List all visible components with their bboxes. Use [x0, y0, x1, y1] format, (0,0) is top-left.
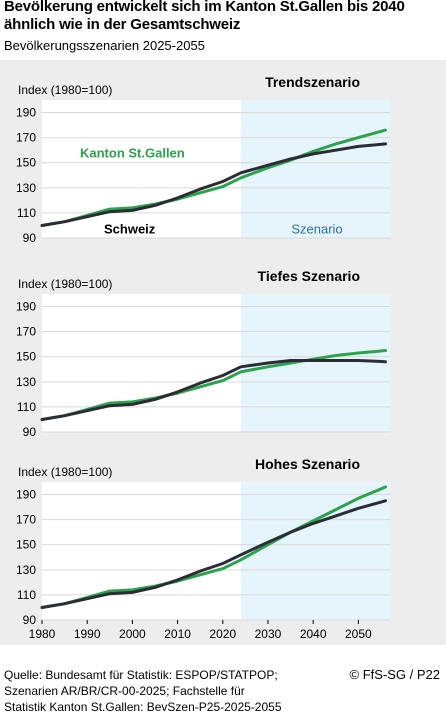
y-tick-label: 130 [16, 375, 36, 389]
y-tick-label: 130 [16, 563, 36, 577]
x-tick-label: 2050 [345, 627, 372, 641]
series-line-schweiz [40, 499, 387, 609]
y-tick-label: 170 [16, 513, 36, 527]
label-szenario: Szenario [291, 222, 342, 237]
y-tick-label: 110 [17, 400, 36, 414]
y-tick-label: 130 [16, 181, 36, 195]
label-kanton-st-gallen: Kanton St.Gallen [80, 146, 185, 161]
series-line-st-gallen [40, 349, 387, 421]
panel-title: Hohes Szenario [255, 456, 360, 472]
x-tick-label: 2000 [119, 627, 146, 641]
scenario-band [240, 482, 390, 620]
panel-title: Trendszenario [265, 74, 360, 90]
y-tick-label: 90 [23, 425, 37, 439]
chart-subtitle: Bevölkerungsszenarien 2025-2055 [4, 38, 205, 53]
chart-svg: 90 110 130 150 170 190 Index (1980=100) Trendsz… [16, 74, 390, 641]
credit-label: © FfS-SG / P22 [349, 667, 441, 682]
x-tick-label: 2030 [255, 627, 282, 641]
y-tick-label: 90 [23, 613, 37, 627]
y-tick-label: 150 [16, 156, 36, 170]
y-tick-label: 190 [16, 488, 36, 502]
x-tick-label: 1990 [74, 627, 101, 641]
chart-area: 90 110 130 150 170 190 Index (1980=100) Trendsz… [0, 60, 446, 645]
y-axis-label: Index (1980=100) [18, 83, 112, 97]
source-line-3: Statistik Kanton St.Gallen: BevSzen-P25-… [4, 700, 282, 714]
series-line-schweiz [40, 142, 387, 227]
title-line-1: Bevölkerung entwickelt sich im Kanton St… [4, 0, 405, 15]
source-note: Quelle: Bundesamt für Statistik: ESPOP/S… [4, 667, 282, 715]
x-tick-label: 2040 [300, 627, 327, 641]
panel-title: Tiefes Szenario [258, 268, 360, 284]
title-line-2: ähnlich wie in der Gesamtschweiz [4, 16, 241, 33]
y-tick-label: 170 [16, 325, 36, 339]
series-line-st-gallen [40, 485, 387, 609]
y-axis-label: Index (1980=100) [18, 277, 112, 291]
x-tick-label: 2020 [209, 627, 236, 641]
y-tick-label: 190 [16, 300, 36, 314]
source-line-2: Szenarien AR/BR/CR-00-2025; Fachstelle f… [4, 684, 245, 698]
y-tick-label: 150 [16, 538, 36, 552]
y-tick-label: 190 [16, 106, 36, 120]
x-tick-label: 2010 [164, 627, 191, 641]
source-line-1: Quelle: Bundesamt für Statistik: ESPOP/S… [4, 668, 278, 682]
y-axis-label: Index (1980=100) [18, 465, 112, 479]
y-tick-label: 150 [16, 350, 36, 364]
y-tick-label: 110 [17, 206, 36, 220]
label-schweiz: Schweiz [104, 222, 156, 237]
y-tick-label: 170 [16, 131, 36, 145]
series-line-schweiz [40, 359, 387, 421]
x-tick-label: 1980 [29, 627, 56, 641]
chart-title: Bevölkerung entwickelt sich im Kanton St… [4, 0, 444, 34]
series-line-st-gallen [40, 128, 387, 227]
y-tick-label: 90 [23, 231, 37, 245]
y-tick-label: 110 [17, 588, 36, 602]
